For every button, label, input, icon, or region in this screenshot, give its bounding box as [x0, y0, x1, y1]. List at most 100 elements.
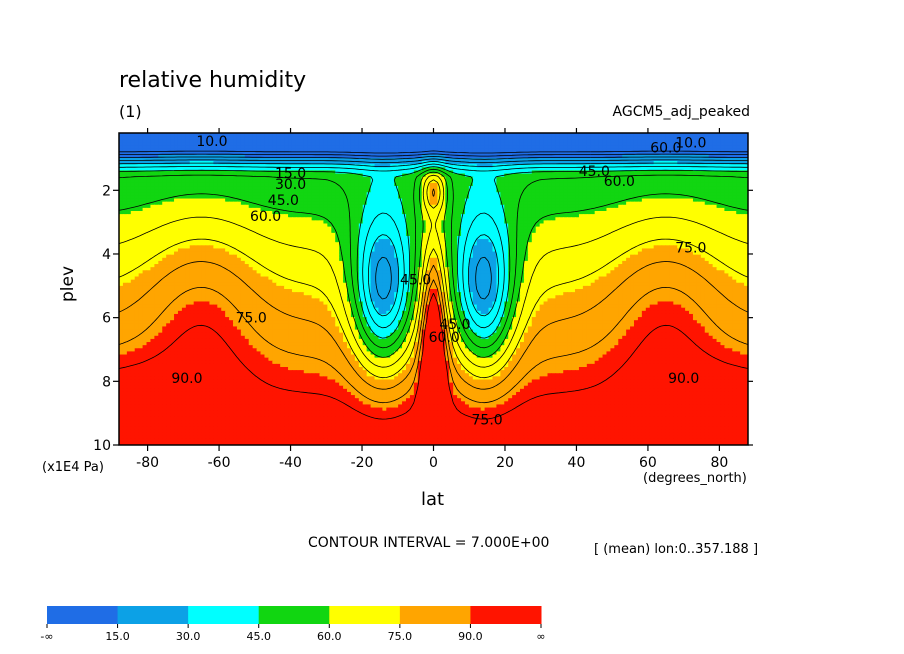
- contour-cell: [685, 151, 690, 156]
- contour-cell: [437, 145, 442, 150]
- contour-cell: [130, 151, 136, 156]
- contour-cell: [386, 182, 391, 187]
- contour-cell: [335, 151, 340, 156]
- contour-cell: [445, 179, 450, 184]
- contour-cell: [582, 148, 588, 153]
- contour-cell: [633, 133, 639, 137]
- contour-cell: [366, 136, 372, 140]
- contour-cell: [398, 133, 403, 137]
- contour-cell: [441, 176, 446, 181]
- contour-cell: [256, 142, 262, 147]
- contour-cell: [657, 133, 663, 137]
- contour-cell: [354, 173, 360, 178]
- contour-cell: [295, 142, 301, 147]
- contour-cell: [468, 151, 474, 156]
- contour-cell: [284, 151, 289, 156]
- contour-cell: [598, 136, 604, 140]
- contour-cell: [382, 173, 387, 178]
- contour-cell: [586, 157, 592, 162]
- contour-cell: [170, 145, 175, 150]
- contour-cell: [614, 173, 619, 178]
- contour-cell: [394, 136, 399, 140]
- contour-cell: [425, 136, 431, 140]
- contour-cell: [657, 167, 663, 172]
- contour-cell: [720, 157, 726, 162]
- contour-cell: [602, 182, 608, 187]
- contour-cell: [221, 176, 226, 181]
- contour-cell: [461, 142, 466, 147]
- contour-cell: [413, 179, 419, 184]
- contour-cell: [582, 170, 588, 175]
- contour-cell: [378, 170, 383, 175]
- contour-cell: [461, 157, 466, 162]
- contour-cell: [516, 167, 521, 172]
- contour-cell: [614, 164, 619, 168]
- contour-cell: [637, 133, 643, 137]
- contour-cell: [696, 148, 702, 153]
- contour-cell: [449, 179, 454, 184]
- contour-cell: [244, 142, 250, 147]
- contour-cell: [142, 136, 148, 140]
- contour-cell: [586, 161, 592, 165]
- contour-cell: [181, 182, 187, 187]
- contour-cell: [736, 176, 741, 181]
- contour-cell: [500, 157, 505, 162]
- contour-cell: [626, 142, 631, 147]
- contour-cell: [162, 139, 167, 143]
- contour-cell: [523, 133, 529, 137]
- contour-cell: [582, 145, 588, 150]
- contour-cell: [413, 145, 419, 150]
- contour-cell: [409, 164, 415, 168]
- contour-cell: [692, 136, 698, 140]
- contour-cell: [335, 148, 340, 153]
- contour-cell: [500, 154, 505, 159]
- contour-cell: [315, 164, 321, 168]
- contour-cell: [146, 157, 152, 162]
- contour-cell: [315, 182, 321, 187]
- contour-cell: [122, 142, 128, 147]
- contour-cell: [425, 151, 431, 156]
- contour-cell: [205, 151, 211, 156]
- contour-cell: [716, 170, 722, 175]
- contour-cell: [661, 136, 667, 140]
- contour-cell: [394, 133, 399, 137]
- contour-cell: [130, 170, 136, 175]
- contour-cell: [578, 182, 584, 187]
- contour-cell: [504, 136, 509, 140]
- contour-cell: [728, 176, 733, 181]
- contour-cell: [508, 179, 513, 184]
- contour-cell: [606, 176, 611, 181]
- contour-cell: [217, 170, 222, 175]
- contour-cell: [677, 145, 682, 150]
- contour-cell: [445, 176, 450, 181]
- contour-cell: [429, 182, 435, 187]
- contour-cell: [366, 176, 372, 181]
- contour-cell: [484, 157, 490, 162]
- contour-cell: [645, 142, 651, 147]
- contour-cell: [535, 151, 541, 156]
- contour-cell: [288, 151, 293, 156]
- contour-cell: [197, 148, 203, 153]
- contour-cell: [146, 164, 152, 168]
- contour-cell: [347, 157, 352, 162]
- contour-cell: [280, 142, 285, 147]
- contour-cell: [193, 189, 199, 193]
- contour-cell: [233, 142, 238, 147]
- contour-cell: [150, 161, 155, 165]
- contour-cell: [409, 161, 415, 165]
- contour-cell: [213, 170, 218, 175]
- contour-cell: [229, 176, 234, 181]
- contour-cell: [673, 164, 678, 168]
- contour-cell: [433, 189, 439, 193]
- contour-cell: [370, 182, 376, 187]
- contour-cell: [323, 167, 328, 172]
- contour-cell: [350, 148, 356, 153]
- contour-cell: [166, 170, 171, 175]
- contour-cell: [335, 142, 340, 147]
- contour-cell: [614, 179, 619, 184]
- contour-cell: [193, 136, 199, 140]
- contour-cell: [468, 170, 474, 175]
- contour-cell: [174, 136, 179, 140]
- contour-cell: [512, 182, 517, 187]
